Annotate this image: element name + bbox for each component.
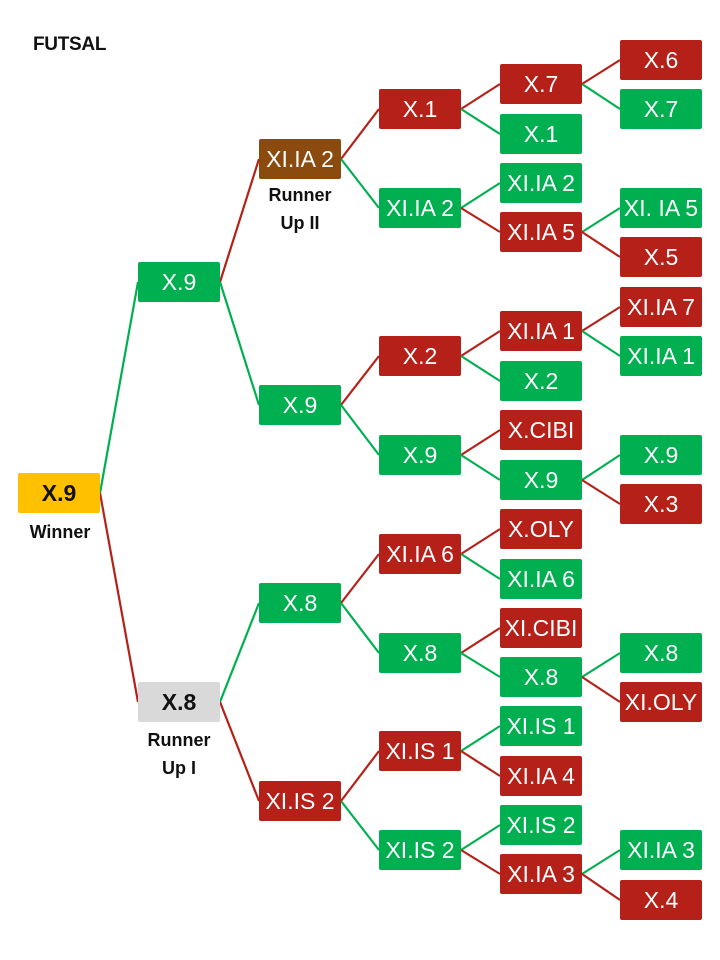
champion-box: X.9 bbox=[18, 473, 100, 513]
prelim-team-3: XI. IA 5 bbox=[620, 188, 702, 228]
connector-line-14 bbox=[340, 800, 380, 851]
connector-line-26 bbox=[460, 652, 501, 678]
connector-line-34 bbox=[581, 231, 621, 258]
connector-line-12 bbox=[340, 602, 380, 654]
connector-line-24 bbox=[460, 553, 501, 580]
connector-line-4 bbox=[218, 281, 261, 406]
connector-line-17 bbox=[460, 182, 501, 209]
semifinal-top: X.9 bbox=[138, 262, 220, 302]
runner-up-2-label: Runner Up II bbox=[249, 181, 351, 237]
prelim-team-8: X.3 bbox=[620, 484, 702, 524]
prelim-team-2: X.7 bbox=[620, 89, 702, 129]
r32-team-2: X.1 bbox=[500, 114, 582, 154]
runner-up-1-line1: Runner bbox=[147, 730, 211, 750]
connector-line-20 bbox=[460, 355, 501, 382]
runner-up-1-label: Runner Up I bbox=[128, 726, 230, 782]
r32-team-7: X.CIBI bbox=[500, 410, 582, 450]
r16-team-8: XI.IS 2 bbox=[379, 830, 461, 870]
quarterfinal-4: XI.IS 2 bbox=[259, 781, 341, 821]
r32-team-12: X.8 bbox=[500, 657, 582, 697]
r32-team-11: XI.CIBI bbox=[500, 608, 582, 648]
connector-line-33 bbox=[581, 207, 621, 233]
connector-line-29 bbox=[460, 824, 501, 851]
quarterfinal-1: XI.IA 2 bbox=[259, 139, 341, 179]
prelim-team-7: X.9 bbox=[620, 435, 702, 475]
prelim-team-11: XI.IA 3 bbox=[620, 830, 702, 870]
r16-team-1: X.1 bbox=[379, 89, 461, 129]
r32-team-1: X.7 bbox=[500, 64, 582, 104]
connector-line-8 bbox=[340, 158, 380, 209]
connector-line-10 bbox=[340, 404, 380, 456]
connector-line-23 bbox=[460, 528, 501, 555]
prelim-team-5: XI.IA 7 bbox=[620, 287, 702, 327]
r32-team-4: XI.IA 5 bbox=[500, 212, 582, 252]
connector-line-3 bbox=[218, 158, 261, 283]
r16-team-4: X.9 bbox=[379, 435, 461, 475]
connector-line-31 bbox=[581, 59, 621, 85]
connector-line-36 bbox=[581, 330, 621, 357]
winner-label: Winner bbox=[29, 522, 91, 542]
connector-line-16 bbox=[460, 108, 501, 135]
semifinal-bottom: X.8 bbox=[138, 682, 220, 722]
connector-line-15 bbox=[460, 83, 501, 110]
connector-line-30 bbox=[460, 849, 501, 875]
connector-line-41 bbox=[581, 849, 621, 875]
r16-team-5: XI.IA 6 bbox=[379, 534, 461, 574]
r32-team-3: XI.IA 2 bbox=[500, 163, 582, 203]
r32-team-5: XI.IA 1 bbox=[500, 311, 582, 351]
prelim-team-6: XI.IA 1 bbox=[620, 336, 702, 376]
prelim-team-10: XI.OLY bbox=[620, 682, 702, 722]
r32-team-9: X.OLY bbox=[500, 509, 582, 549]
r16-team-2: XI.IA 2 bbox=[379, 188, 461, 228]
connector-line-38 bbox=[581, 479, 621, 505]
connector-line-13 bbox=[340, 750, 380, 802]
connector-line-11 bbox=[340, 553, 380, 604]
prelim-team-9: X.8 bbox=[620, 633, 702, 673]
connector-line-19 bbox=[460, 330, 501, 357]
connector-line-2 bbox=[98, 492, 140, 703]
runner-up-2-line1: Runner bbox=[268, 185, 332, 205]
runner-up-2-line2: Up II bbox=[280, 213, 320, 233]
page-title: FUTSAL bbox=[33, 34, 107, 55]
connector-line-18 bbox=[460, 207, 501, 233]
connector-line-27 bbox=[460, 725, 501, 752]
connector-line-42 bbox=[581, 873, 621, 901]
quarterfinal-2: X.9 bbox=[259, 385, 341, 425]
r32-team-6: X.2 bbox=[500, 361, 582, 401]
connector-line-40 bbox=[581, 676, 621, 703]
r16-team-6: X.8 bbox=[379, 633, 461, 673]
runner-up-1-line2: Up I bbox=[162, 758, 196, 778]
connector-line-1 bbox=[98, 281, 140, 494]
quarterfinal-3: X.8 bbox=[259, 583, 341, 623]
r32-team-10: XI.IA 6 bbox=[500, 559, 582, 599]
connector-line-39 bbox=[581, 652, 621, 678]
connector-line-6 bbox=[218, 701, 261, 802]
connector-line-7 bbox=[340, 108, 380, 160]
connector-line-21 bbox=[460, 429, 501, 456]
connector-line-37 bbox=[581, 454, 621, 481]
r32-team-16: XI.IA 3 bbox=[500, 854, 582, 894]
r16-team-7: XI.IS 1 bbox=[379, 731, 461, 771]
connector-line-9 bbox=[340, 355, 380, 406]
connector-line-22 bbox=[460, 454, 501, 481]
r32-team-8: X.9 bbox=[500, 460, 582, 500]
connector-line-35 bbox=[581, 306, 621, 332]
r16-team-3: X.2 bbox=[379, 336, 461, 376]
connector-line-32 bbox=[581, 83, 621, 110]
prelim-team-1: X.6 bbox=[620, 40, 702, 80]
connector-line-28 bbox=[460, 750, 501, 777]
r32-team-14: XI.IA 4 bbox=[500, 756, 582, 796]
connector-line-25 bbox=[460, 627, 501, 654]
prelim-team-4: X.5 bbox=[620, 237, 702, 277]
r32-team-15: XI.IS 2 bbox=[500, 805, 582, 845]
r32-team-13: XI.IS 1 bbox=[500, 706, 582, 746]
connector-line-5 bbox=[218, 602, 261, 703]
prelim-team-12: X.4 bbox=[620, 880, 702, 920]
